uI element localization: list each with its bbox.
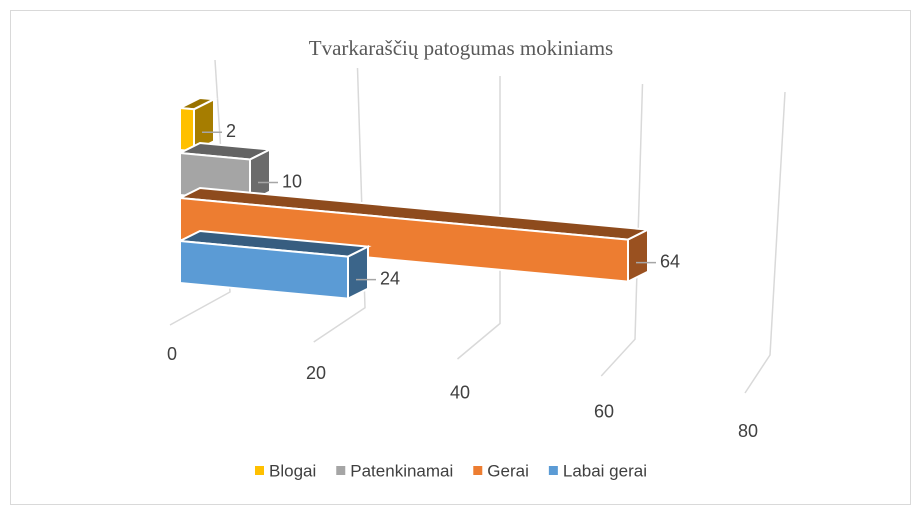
- legend-swatch: [255, 466, 264, 475]
- data-label: 24: [380, 268, 400, 288]
- grid-line: [600, 83, 644, 377]
- bar: [179, 239, 349, 300]
- legend-label: Gerai: [487, 461, 529, 480]
- x-tick-label: 80: [738, 421, 758, 441]
- grid-line: [313, 67, 366, 343]
- grid-line: [457, 76, 501, 360]
- x-tick-label: 60: [594, 402, 614, 422]
- chart-title: Tvarkaraščių patogumas mokiniams: [309, 36, 613, 60]
- data-label: 10: [282, 171, 302, 191]
- bar: [179, 196, 629, 283]
- bar-side: [627, 228, 649, 284]
- x-tick-label: 40: [450, 382, 470, 402]
- legend-swatch: [473, 466, 483, 475]
- bar: [179, 106, 195, 153]
- x-tick-label: 0: [167, 344, 177, 364]
- legend-label: Patenkinamai: [350, 461, 453, 480]
- grid-line: [169, 59, 231, 326]
- legend-label: Blogai: [269, 461, 316, 480]
- legend-swatch: [548, 466, 558, 475]
- bar-side: [347, 245, 369, 301]
- data-label: 64: [660, 251, 680, 271]
- x-tick-label: 20: [306, 363, 326, 383]
- legend-label: Labai gerai: [563, 461, 647, 480]
- data-label: 2: [226, 121, 236, 141]
- legend-swatch: [336, 466, 346, 475]
- grid-line: [744, 91, 786, 394]
